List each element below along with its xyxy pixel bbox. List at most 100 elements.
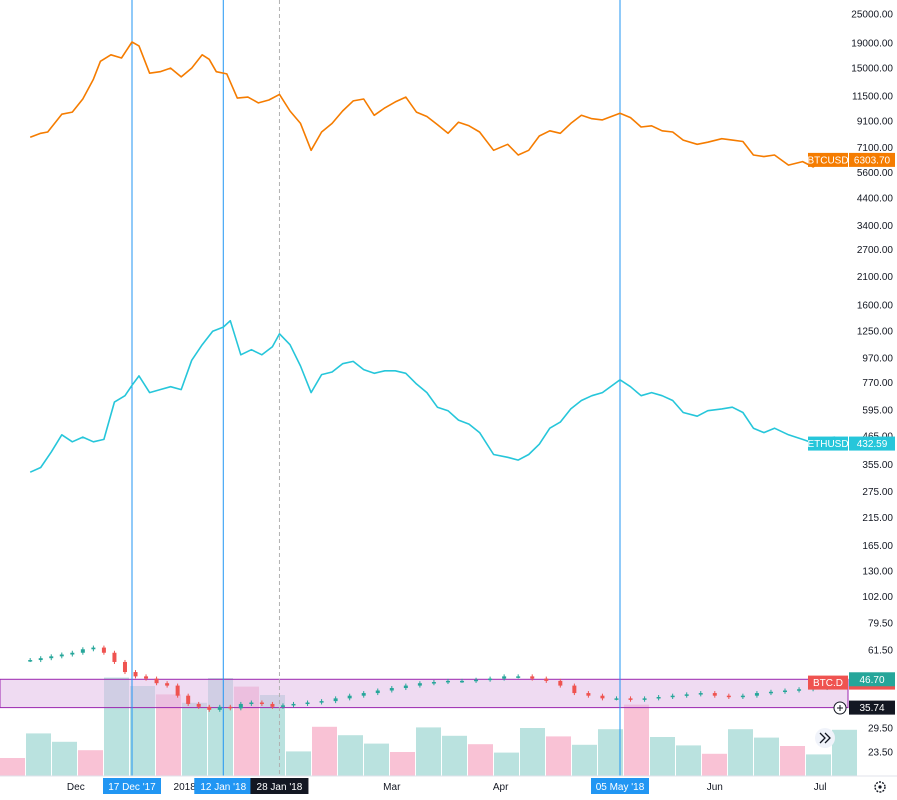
dominance-candle xyxy=(186,695,191,704)
y-tick-label: 1600.00 xyxy=(857,301,894,312)
dominance-candle xyxy=(698,693,703,695)
dominance-candle xyxy=(389,688,394,691)
price-tag: 46.70 xyxy=(849,672,895,687)
dominance-candle xyxy=(228,706,233,709)
time-axis[interactable]: Dec 2018 Mar Apr Jun Jul 17 Dec '17 12 Jan '18 2… xyxy=(0,775,897,794)
dominance-candle xyxy=(238,703,243,709)
price-axis[interactable]: 25000.00 19000.00 15000.00 11500.00 9100.00 7… xyxy=(851,10,893,759)
price-tag-value: 35.74 xyxy=(859,703,884,714)
dominance-candle xyxy=(154,678,159,684)
ethusd-line xyxy=(29,319,846,473)
dominance-candle xyxy=(670,695,675,698)
dominance-candle xyxy=(49,656,54,659)
dominance-zone xyxy=(0,678,849,709)
dominance-candle xyxy=(70,652,75,655)
dominance-candle xyxy=(112,652,117,662)
volume-bar xyxy=(364,743,389,776)
date-marker-lines xyxy=(131,0,621,776)
y-tick-label: 19000.00 xyxy=(851,39,893,50)
y-tick-label: 7100.00 xyxy=(857,143,894,154)
dominance-candle xyxy=(488,678,493,681)
dominance-candle xyxy=(642,698,647,700)
date-marker-label: 12 Jan '18 xyxy=(200,782,246,793)
dominance-candle xyxy=(28,660,33,662)
dominance-candle xyxy=(91,647,96,650)
dominance-candle xyxy=(572,685,577,694)
volume-bar xyxy=(286,751,311,776)
y-tick-label: 29.50 xyxy=(868,723,893,734)
dominance-candle xyxy=(754,693,759,696)
y-tick-label: 61.50 xyxy=(868,646,893,657)
dominance-candle xyxy=(375,690,380,694)
price-tags: BTCUSD6303.70ETHUSD432.59BTC.D45.2646.70… xyxy=(807,152,895,715)
y-tick-label: 770.00 xyxy=(862,378,893,389)
dominance-candles xyxy=(28,645,844,712)
volume-bar xyxy=(0,758,25,776)
dominance-candle xyxy=(217,706,222,710)
y-tick-label: 595.00 xyxy=(862,405,893,416)
volume-bar xyxy=(78,750,103,776)
dominance-candle xyxy=(144,676,149,679)
crosshair-add-icon xyxy=(837,705,843,711)
y-tick-label: 11500.00 xyxy=(852,92,893,103)
date-marker-tag: 28 Jan '18 xyxy=(250,778,309,794)
volume-bar xyxy=(520,728,545,776)
volume-bar xyxy=(780,746,805,776)
dominance-candle xyxy=(530,676,535,679)
dominance-candle xyxy=(196,703,201,707)
price-tag-series-label: BTCUSD xyxy=(807,155,848,166)
scroll-to-realtime-button[interactable] xyxy=(815,728,835,748)
y-tick-label: 165.00 xyxy=(862,541,893,552)
dominance-candle xyxy=(165,683,170,686)
price-tag: ETHUSD 432.59 xyxy=(807,436,895,451)
price-tag-series-label: BTC.D xyxy=(813,678,843,689)
crosshair-add-button[interactable] xyxy=(833,701,847,715)
y-tick-label: 970.00 xyxy=(862,354,893,365)
x-tick-label: Dec xyxy=(67,782,85,793)
dominance-candle xyxy=(207,706,212,710)
price-tag-value: 6303.70 xyxy=(854,155,891,166)
dominance-candle xyxy=(80,649,85,653)
volume-bar xyxy=(26,733,51,776)
x-tick-label: 2018 xyxy=(174,782,197,793)
y-tick-label: 1250.00 xyxy=(857,327,894,338)
dominance-candle xyxy=(797,689,802,691)
x-tick-label: Mar xyxy=(383,782,401,793)
dominance-candle xyxy=(516,676,521,678)
dominance-candle xyxy=(291,703,296,706)
dominance-candle xyxy=(280,705,285,707)
dominance-candle xyxy=(259,702,264,705)
dominance-candle xyxy=(544,678,549,681)
volume-bar xyxy=(754,737,779,776)
dominance-candle xyxy=(768,691,773,694)
volume-bar xyxy=(338,735,363,776)
dominance-candle xyxy=(614,698,619,700)
price-tag-series-label: ETHUSD xyxy=(807,439,848,450)
y-tick-label: 3400.00 xyxy=(857,221,894,232)
date-marker-tag: 17 Dec '17 xyxy=(103,778,161,794)
dominance-candle xyxy=(712,693,717,696)
volume-bar xyxy=(572,744,597,776)
y-tick-label: 79.50 xyxy=(868,618,893,629)
dominance-candle xyxy=(474,679,479,682)
date-marker-tag: 05 May '18 xyxy=(591,778,649,794)
dominance-candle xyxy=(101,647,106,653)
volume-bar xyxy=(442,735,467,776)
dominance-candle xyxy=(403,685,408,689)
y-tick-label: 215.00 xyxy=(862,513,893,524)
scroll-to-realtime-icon xyxy=(819,732,831,744)
dominance-range-box xyxy=(0,678,849,709)
volume-bar xyxy=(468,744,493,776)
volume-bar xyxy=(598,729,623,776)
volume-bar xyxy=(182,702,207,776)
x-tick-label: Jun xyxy=(707,782,723,793)
series-lines xyxy=(29,41,846,473)
y-tick-label: 355.00 xyxy=(862,460,893,471)
dominance-candle xyxy=(600,695,605,699)
volume-bar xyxy=(728,729,753,776)
gear-icon xyxy=(874,781,886,793)
price-tag: 35.74 xyxy=(849,700,895,715)
settings-button[interactable] xyxy=(874,781,886,793)
dominance-candle xyxy=(122,661,127,673)
